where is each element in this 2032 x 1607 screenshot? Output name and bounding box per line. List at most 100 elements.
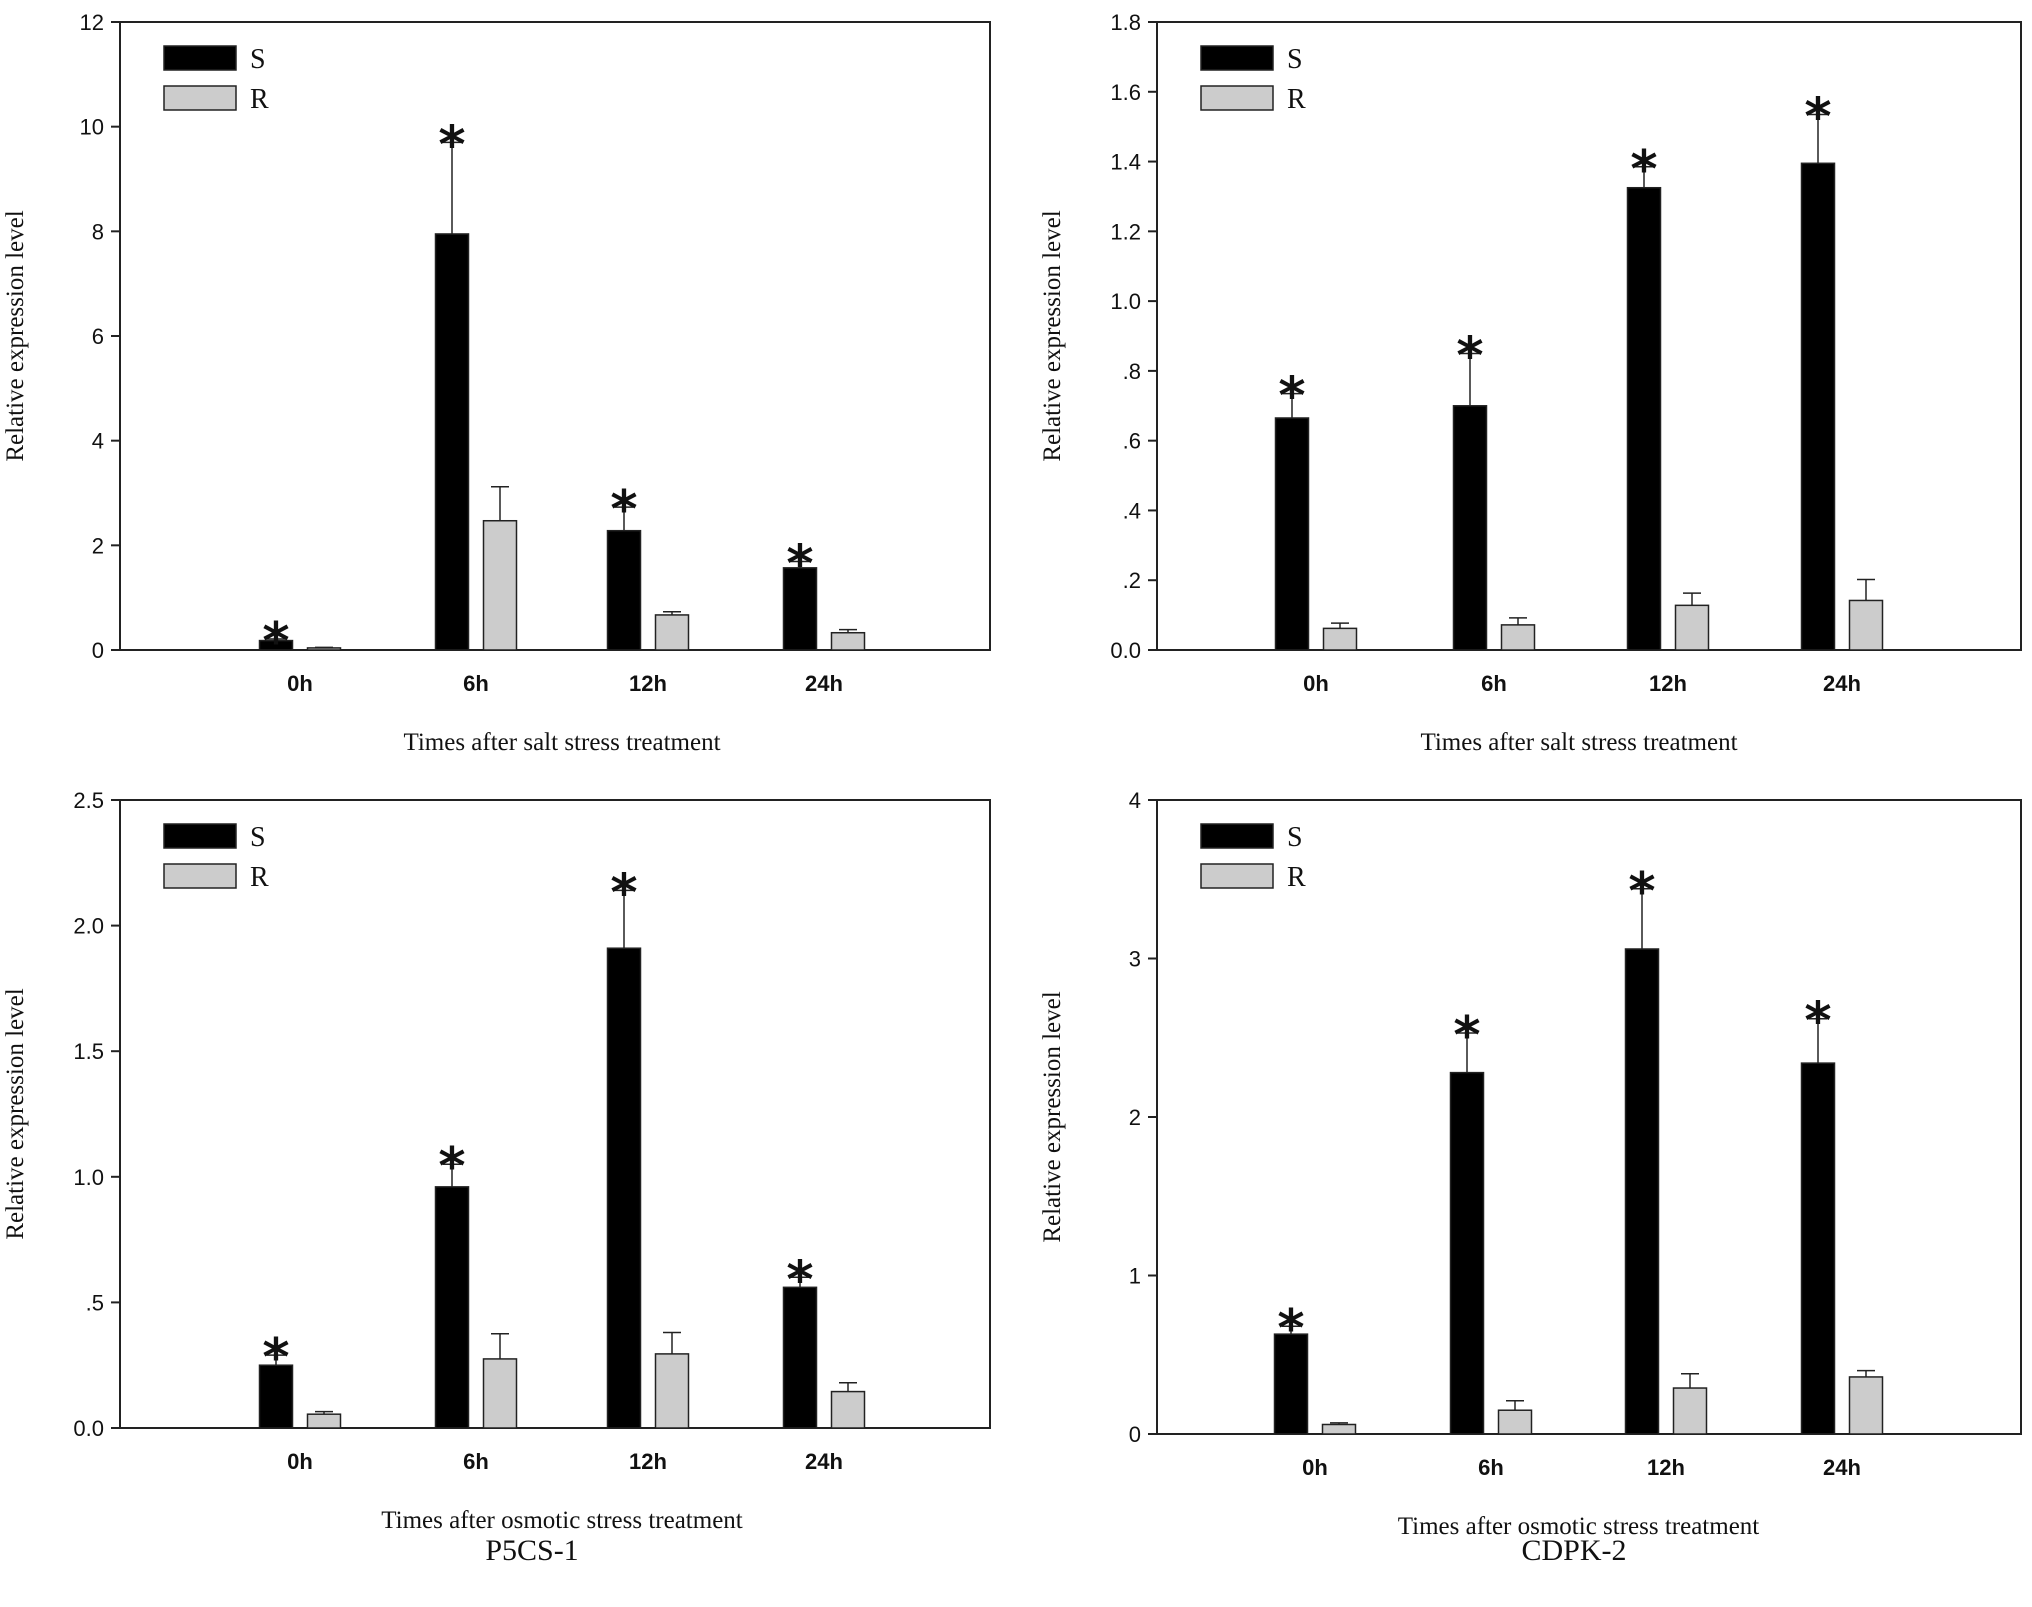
x-tick-label: 12h [629,1449,667,1474]
x-axis-label: Times after osmotic stress treatment [381,1507,743,1534]
panel-bottom-right: 0 1 2 3 4 * 0h * 6h * 12h * 24h Times after osmotic s… [1039,788,2022,1540]
x-tick-label: 6h [463,671,489,696]
y-tick-label: .4 [1123,498,1141,523]
x-axis-label: Times after osmotic stress treatment [1398,1513,1760,1540]
x-tick-label: 0h [287,671,313,696]
x-tick-label: 6h [1481,671,1507,696]
legend-label-R: R [250,84,269,115]
panel-top-right: 0.0 .2 .4 .6 .8 1.0 1.2 1.4 1.6 1.8 * 0h * 6h * 12h * 24h… [1039,10,2022,756]
bar-R-6h [482,1358,518,1429]
y-axis-label: Relative expression level [2,210,29,461]
significance-star: * [786,535,813,595]
significance-star: * [1456,326,1483,386]
bar-R-24h [1848,1376,1884,1435]
x-tick-label: 24h [1823,671,1861,696]
y-tick-label: 12 [80,10,104,35]
x-tick-label: 24h [1823,1455,1861,1480]
bar-S-24h [1800,162,1836,651]
x-tick-label: 0h [1302,1455,1328,1480]
legend-label-S: S [250,44,266,75]
bar-R-12h [1672,1387,1708,1435]
panel-bottom-left: 0.0 .5 1.0 1.5 2.0 2.5 * 0h * 6h * 12h * 24h Times aft… [2,788,991,1534]
bar-S-24h [782,1286,818,1429]
y-tick-label: 1.2 [1110,219,1141,244]
bar-S-6h [434,233,470,651]
bar-R-0h [306,1413,342,1429]
y-tick-label: .8 [1123,359,1141,384]
bar-R-0h [1322,627,1358,651]
significance-star: * [1804,87,1831,147]
y-tick-label: 1 [1129,1264,1141,1289]
bar-R-6h [1497,1409,1533,1435]
legend-swatch-R [163,863,237,889]
x-axis-label: Times after salt stress treatment [1420,729,1737,756]
bar-R-0h [306,647,342,651]
significance-star: * [438,1137,465,1197]
significance-star: * [1278,367,1305,427]
x-tick-label: 12h [1647,1455,1685,1480]
bar-R-12h [654,614,690,651]
bar-S-12h [606,529,642,651]
y-tick-label: 1.8 [1110,10,1141,35]
x-tick-label: 0h [1303,671,1329,696]
bar-S-6h [434,1186,470,1429]
y-axis-label: Relative expression level [2,988,29,1239]
legend-label-S: S [1287,822,1303,853]
x-tick-label: 6h [1478,1455,1504,1480]
plot-frame [119,21,991,651]
y-axis-label: Relative expression level [1039,991,1066,1242]
y-tick-label: .6 [1123,429,1141,454]
y-tick-label: 1.4 [1110,150,1141,175]
bar-R-0h [1321,1423,1357,1435]
bar-R-12h [654,1353,690,1429]
bar-S-6h [1449,1071,1485,1435]
bar-R-6h [1500,624,1536,651]
legend-label-R: R [1287,862,1306,893]
bar-S-12h [606,947,642,1429]
x-tick-label: 24h [805,671,843,696]
y-tick-label: 6 [92,324,104,349]
legend-label-S: S [250,822,266,853]
x-tick-label: 24h [805,1449,843,1474]
bar-S-12h [1626,186,1662,651]
plot-frame [119,799,991,1429]
significance-star: * [786,1250,813,1310]
bar-R-24h [1848,599,1884,651]
y-tick-label: 0 [92,638,104,663]
bar-S-12h [1624,948,1660,1435]
significance-star: * [438,115,465,175]
plot-frame [1156,21,2022,651]
significance-star: * [1630,140,1657,200]
y-tick-label: 1.6 [1110,80,1141,105]
x-tick-label: 6h [463,1449,489,1474]
y-tick-label: 2.0 [73,914,104,939]
y-tick-label: 4 [1129,788,1141,813]
significance-star: * [1453,1006,1480,1066]
bar-S-24h [1800,1062,1836,1435]
y-tick-label: 8 [92,219,104,244]
legend-swatch-S [163,45,237,71]
y-tick-label: 0.0 [73,1416,104,1441]
x-tick-label: 12h [1649,671,1687,696]
significance-star: * [1628,862,1655,922]
significance-star: * [262,612,289,672]
bar-R-24h [830,631,866,651]
legend-swatch-S [1200,823,1274,849]
legend-swatch-S [163,823,237,849]
y-tick-label: 4 [92,429,104,454]
bar-R-12h [1674,604,1710,651]
y-tick-label: 0.0 [1110,638,1141,663]
bar-R-24h [830,1390,866,1429]
y-tick-label: 3 [1129,947,1141,972]
x-tick-label: 12h [629,671,667,696]
significance-star: * [1804,992,1831,1052]
gene-label-left: P5CS-1 [485,1534,578,1567]
y-tick-label: 1.5 [73,1039,104,1064]
significance-star: * [262,1328,289,1388]
y-tick-label: .2 [1123,568,1141,593]
bar-S-0h [258,1364,294,1429]
y-tick-label: 0 [1129,1422,1141,1447]
bar-S-0h [1274,417,1310,651]
